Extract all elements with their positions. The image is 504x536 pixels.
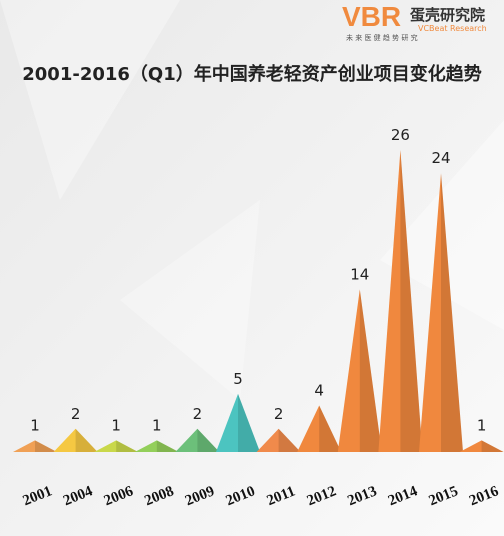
value-label: 4 (314, 382, 324, 400)
bar (419, 173, 463, 452)
bar (378, 150, 423, 452)
logo-name: 蛋壳研究院 (410, 6, 485, 24)
logo-english: VCBeat Research (418, 24, 487, 33)
logo-mark: VBR (342, 1, 401, 32)
bar-shade (481, 440, 504, 452)
bar (13, 440, 57, 452)
bg-shape (0, 0, 180, 200)
value-label: 5 (233, 370, 243, 388)
bar (94, 440, 139, 452)
bar-shade (75, 428, 98, 452)
value-label: 1 (30, 416, 40, 434)
bar (256, 428, 301, 452)
value-label: 24 (431, 149, 450, 167)
bar-shade (116, 440, 139, 452)
value-label: 14 (350, 265, 369, 283)
bar (297, 405, 342, 452)
bar-shade (156, 440, 179, 452)
value-label: 2 (193, 405, 203, 423)
bar (53, 428, 98, 452)
bar-shade (278, 428, 301, 452)
value-label: 2 (274, 405, 284, 423)
chart-title: 2001-2016（Q1）年中国养老轻资产创业项目变化趋势 (22, 63, 482, 85)
bar (337, 289, 382, 452)
bar-shade (441, 173, 463, 452)
value-label: 1 (477, 416, 487, 434)
value-label: 2 (71, 405, 81, 423)
value-label: 1 (111, 416, 121, 434)
bar-shade (359, 289, 382, 452)
value-label: 1 (152, 416, 162, 434)
bar (175, 428, 220, 452)
bar (216, 393, 260, 452)
bar-shade (238, 393, 260, 452)
value-label: 26 (391, 126, 410, 144)
bar (459, 440, 504, 452)
bar-shade (35, 440, 57, 452)
bar-shade (197, 428, 220, 452)
bar-shade (400, 150, 423, 452)
bar-shade (319, 405, 342, 452)
bar (134, 440, 179, 452)
logo-tagline: 未 来 医 健 趋 势 研 究 (346, 33, 418, 42)
bg-shape (120, 200, 260, 400)
